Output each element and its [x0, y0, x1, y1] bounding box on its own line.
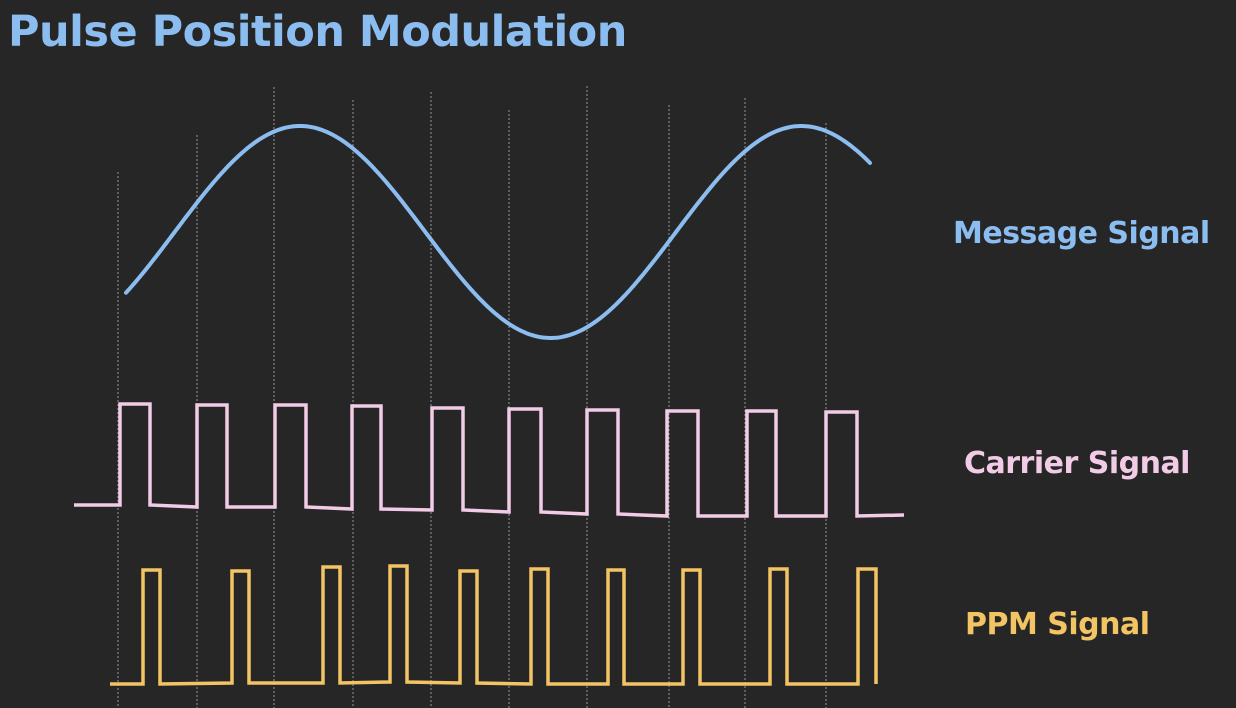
message-signal-wave	[124, 124, 872, 340]
ppm-signal-wave	[110, 564, 878, 686]
carrier-signal-wave	[74, 402, 905, 518]
sampling-gridlines	[117, 86, 827, 708]
message-signal-label: Message Signal	[953, 216, 1210, 251]
page-title: Pulse Position Modulation	[8, 7, 627, 57]
ppm-signal-label: PPM Signal	[965, 607, 1150, 642]
carrier-signal-label: Carrier Signal	[964, 446, 1190, 481]
